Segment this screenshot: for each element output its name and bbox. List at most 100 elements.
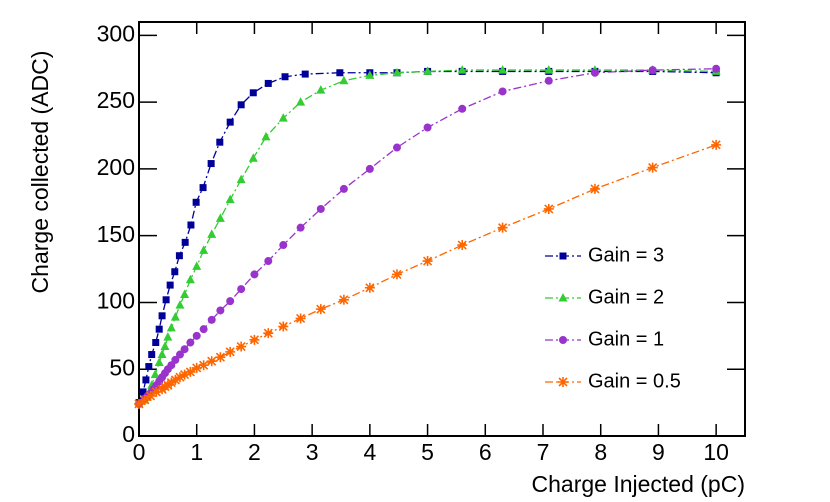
data-point <box>225 346 236 357</box>
data-point <box>139 394 150 405</box>
data-point <box>166 377 177 388</box>
legend-marker <box>558 377 568 387</box>
data-point <box>134 398 144 409</box>
legend-label: Gain = 3 <box>588 244 664 266</box>
data-point <box>225 194 235 204</box>
data-point <box>457 240 468 251</box>
data-point <box>249 334 260 345</box>
data-point <box>163 332 173 341</box>
data-point <box>160 341 170 351</box>
data-point <box>152 339 160 347</box>
plot-frame <box>138 21 746 437</box>
data-point <box>364 282 375 293</box>
data-point <box>175 350 184 359</box>
data-point <box>365 164 374 173</box>
legend-label: Gain = 1 <box>588 328 664 350</box>
data-point <box>216 138 224 146</box>
data-point <box>175 252 183 260</box>
data-point <box>180 345 189 354</box>
x-tick-label: 6 <box>479 439 492 465</box>
data-point <box>216 306 225 315</box>
data-point <box>162 296 170 304</box>
data-point <box>250 270 259 279</box>
data-point <box>155 325 163 333</box>
x-tick-label: 4 <box>363 439 376 465</box>
data-point <box>301 70 309 78</box>
data-point <box>422 256 433 267</box>
legend-label: Gain = 0.5 <box>588 370 681 392</box>
data-point <box>261 131 271 141</box>
data-point <box>249 89 257 97</box>
data-point <box>237 285 246 294</box>
data-point <box>142 376 150 384</box>
data-point <box>296 97 306 106</box>
data-point <box>544 65 554 74</box>
data-point <box>457 65 467 74</box>
data-point <box>191 362 202 373</box>
x-tick-label: 3 <box>306 439 319 465</box>
data-point <box>170 312 180 321</box>
data-point <box>423 123 432 132</box>
data-point <box>154 357 164 367</box>
x-tick-label: 7 <box>537 439 550 465</box>
data-point <box>263 328 274 339</box>
data-point <box>237 101 245 109</box>
data-point <box>226 297 235 306</box>
data-point <box>199 325 208 334</box>
data-point <box>199 245 209 254</box>
data-point <box>648 66 657 75</box>
data-point <box>281 73 289 81</box>
data-point <box>150 369 160 379</box>
data-point <box>339 184 348 193</box>
y-tick-label: 50 <box>109 354 135 380</box>
data-point <box>148 351 156 359</box>
data-point <box>215 213 225 222</box>
data-point <box>166 281 174 289</box>
y-axis-label: Charge collected (ADC) <box>27 51 53 294</box>
data-point <box>226 118 234 126</box>
data-point <box>171 268 179 276</box>
data-point <box>145 390 156 401</box>
data-point <box>544 76 553 85</box>
data-point <box>158 312 166 320</box>
y-tick-label: 300 <box>97 20 135 46</box>
data-point <box>207 315 216 324</box>
series-line <box>138 70 717 403</box>
data-point <box>192 261 202 270</box>
data-point <box>192 331 201 340</box>
data-point <box>497 222 508 233</box>
data-point <box>192 198 200 206</box>
data-point <box>166 322 176 332</box>
data-point <box>157 349 167 359</box>
series-line <box>138 69 717 405</box>
data-point <box>338 294 349 305</box>
data-point <box>170 374 181 385</box>
x-tick-label: 0 <box>133 439 146 465</box>
data-point <box>711 139 722 150</box>
data-point <box>206 356 217 367</box>
data-point <box>215 352 226 363</box>
data-point <box>145 363 153 371</box>
data-point <box>365 70 375 79</box>
data-point <box>236 174 246 184</box>
data-point <box>248 153 258 162</box>
data-point <box>199 184 207 192</box>
x-tick-label: 10 <box>703 439 729 465</box>
data-point <box>185 274 195 284</box>
series-line <box>138 68 717 405</box>
x-tick-label: 8 <box>594 439 607 465</box>
data-point <box>423 66 433 75</box>
data-point <box>279 241 288 250</box>
data-point <box>498 87 507 96</box>
data-point <box>295 313 306 324</box>
data-point <box>498 65 508 74</box>
data-point <box>543 203 554 214</box>
data-point <box>198 360 209 371</box>
legend-label: Gain = 2 <box>588 286 664 308</box>
data-point <box>174 372 185 383</box>
data-point <box>590 68 599 77</box>
data-point <box>339 75 349 85</box>
data-point <box>151 386 162 397</box>
data-point <box>392 143 401 152</box>
y-tick-label: 250 <box>97 87 135 113</box>
